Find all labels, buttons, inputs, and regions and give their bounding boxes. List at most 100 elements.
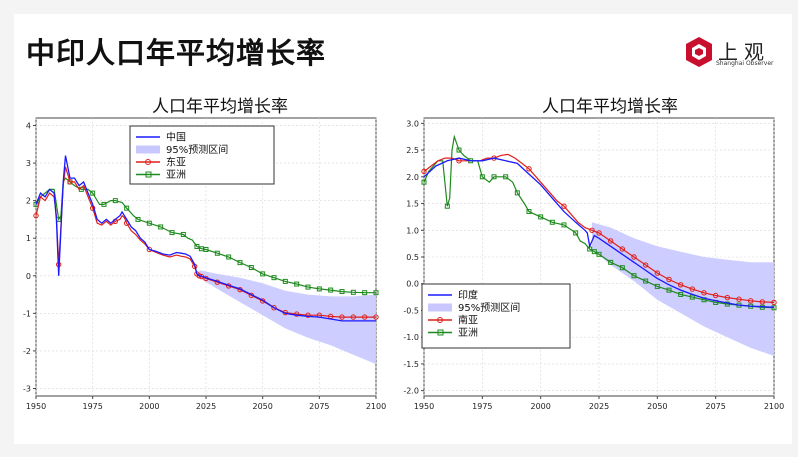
legend-label: 印度 [458, 289, 478, 302]
data-point [631, 254, 637, 260]
data-point [689, 286, 696, 292]
data-point [421, 168, 427, 175]
x-tick-label: 2050 [647, 402, 667, 411]
left-chart-title: 人口年平均增长率 [152, 97, 288, 117]
data-point [305, 312, 311, 318]
data-point [526, 209, 532, 215]
data-point [361, 314, 368, 320]
data-point [712, 292, 719, 299]
data-point [608, 259, 614, 265]
data-point [503, 174, 509, 180]
x-tick-label: 1975 [82, 402, 102, 411]
y-tick-label: 0.5 [406, 253, 419, 262]
data-point [135, 216, 141, 222]
data-point [316, 286, 322, 292]
data-point [421, 179, 427, 185]
legend-swatch [428, 303, 452, 312]
data-point [666, 276, 672, 283]
data-point [33, 201, 39, 207]
data-point [198, 246, 204, 252]
y-tick-label: 3 [26, 159, 31, 168]
data-point [124, 205, 130, 211]
legend-label: 中国 [166, 131, 186, 144]
right-chart-title: 人口年平均增长率 [542, 97, 678, 117]
legend-label: 南亚 [458, 314, 478, 327]
series-line-印度 [423, 157, 775, 308]
prediction-band [199, 270, 376, 365]
left-chart: 1950 1975 2000 2025 2050 2075 2100 -3 -2 -1 0 1 2 3 4 中… [23, 117, 386, 411]
data-point [573, 230, 579, 236]
y-tick-label: 3.0 [406, 119, 419, 128]
data-point [305, 284, 311, 290]
y-tick-label: -1.0 [403, 333, 419, 342]
data-point [619, 246, 626, 252]
logo-mark-icon [686, 37, 712, 67]
data-point [194, 243, 200, 249]
data-point [293, 311, 300, 317]
data-point [373, 314, 379, 320]
data-point [747, 298, 754, 304]
data-point [526, 166, 532, 172]
y-tick-label: -1 [23, 309, 31, 318]
y-tick-label: 1.0 [406, 226, 419, 235]
data-point [514, 190, 520, 196]
legend-label: 亚洲 [166, 169, 186, 181]
legend-label: 95%预测区间 [458, 301, 520, 314]
logo-subtext: Shanghai Observer [716, 60, 774, 67]
data-point [654, 283, 660, 289]
data-point [237, 260, 243, 266]
legend-swatch [136, 145, 160, 154]
data-point [759, 299, 766, 305]
y-tick-label: 4 [26, 122, 31, 131]
data-point [90, 190, 96, 196]
data-point [271, 305, 277, 311]
data-point [689, 294, 695, 300]
legend-marker [437, 317, 443, 323]
data-point [373, 290, 379, 296]
data-point [491, 174, 497, 180]
data-point [350, 314, 357, 320]
x-tick-label: 2100 [366, 402, 386, 411]
data-point [642, 262, 649, 268]
x-tick-label: 2075 [705, 402, 725, 411]
data-point [479, 174, 485, 180]
data-point [643, 278, 649, 284]
data-point [591, 249, 597, 255]
data-point [596, 230, 602, 236]
legend-label: 亚洲 [458, 327, 478, 339]
data-point [339, 289, 345, 295]
legend-label: 95%预测区间 [166, 143, 228, 156]
data-point [158, 224, 164, 230]
data-point [631, 273, 637, 279]
data-point [724, 294, 731, 301]
x-tick-label: 2050 [252, 402, 272, 411]
y-tick-label: -3 [23, 384, 31, 393]
data-point [444, 203, 450, 209]
data-point [260, 271, 266, 277]
y-tick-label: 0.0 [406, 280, 419, 289]
x-tick-label: 1950 [26, 402, 46, 411]
y-tick-label: 2.0 [406, 173, 419, 182]
data-point [169, 230, 175, 236]
prediction-band [592, 222, 774, 356]
data-point [724, 301, 730, 307]
data-point [561, 203, 567, 209]
x-tick-label: 2000 [530, 402, 550, 411]
right-chart: 1950 1975 2000 2025 2050 2075 2100 -2.0 -1.5 -1.0… [403, 117, 784, 411]
logo-text: 上观 [718, 40, 770, 64]
data-point [146, 220, 152, 226]
data-point [350, 289, 356, 295]
y-tick-label: 1.5 [406, 200, 419, 209]
x-tick-label: 2075 [309, 402, 329, 411]
legend-marker [145, 171, 152, 178]
data-point [180, 231, 186, 237]
data-point [282, 278, 288, 284]
y-tick-label: 2 [26, 197, 31, 206]
x-tick-label: 1950 [414, 402, 434, 411]
data-point [701, 290, 707, 296]
y-tick-label: 0 [26, 272, 31, 281]
y-tick-label: -2.0 [403, 387, 419, 396]
data-point [362, 290, 368, 296]
data-point [538, 214, 544, 220]
